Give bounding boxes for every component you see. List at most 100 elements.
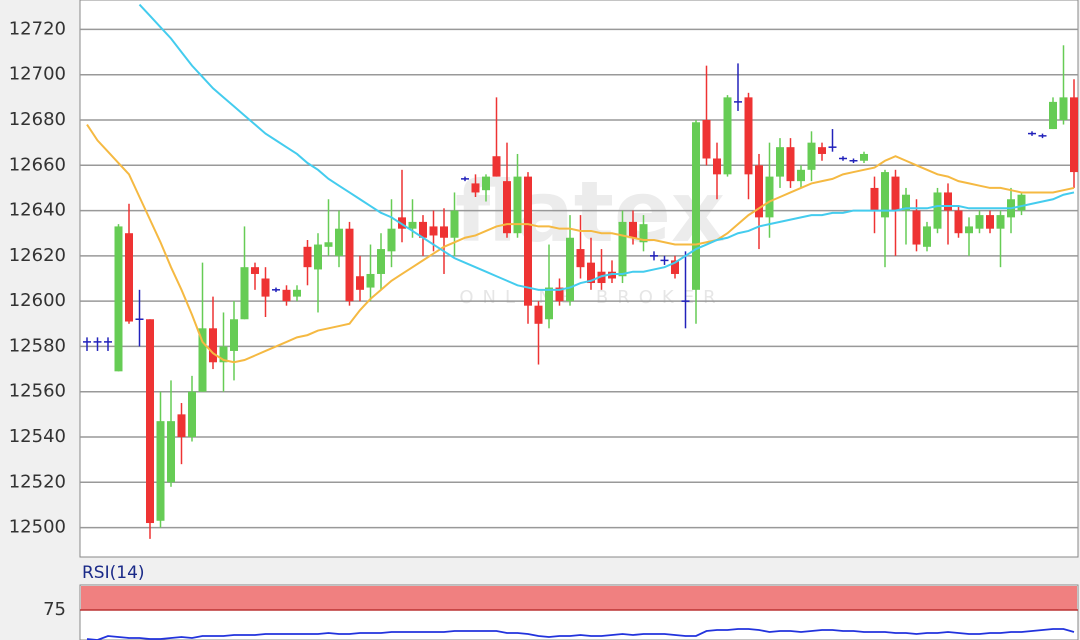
candle-body	[209, 328, 217, 363]
y-tick-label: 12520	[9, 471, 66, 492]
candle-body	[240, 267, 249, 320]
watermark-brand: flatex	[455, 163, 725, 261]
candle-body	[482, 176, 490, 191]
y-tick-label: 12720	[9, 18, 66, 39]
candle-body	[198, 328, 207, 392]
candle-body	[471, 183, 480, 193]
candle-body	[860, 153, 868, 161]
y-tick-label: 12580	[9, 335, 66, 356]
candle-body	[692, 122, 700, 290]
candle-body	[965, 226, 973, 234]
y-tick-label: 12540	[9, 426, 66, 447]
y-tick-label: 12660	[9, 154, 66, 175]
candle-body	[755, 165, 763, 218]
candle-body	[314, 244, 322, 270]
y-tick-label: 12500	[9, 517, 66, 538]
candle-body	[807, 142, 816, 170]
candle-body	[797, 169, 805, 182]
candle-body	[818, 147, 826, 154]
y-tick-label: 12680	[9, 109, 66, 130]
candle-body	[230, 319, 238, 351]
candle-body	[335, 228, 343, 256]
candle-body	[356, 276, 364, 290]
candle-body	[671, 260, 679, 274]
candle-body	[702, 120, 711, 159]
candle-body	[587, 262, 595, 284]
candle-body	[293, 289, 301, 297]
candle-body	[912, 210, 921, 245]
y-tick-label: 12620	[9, 245, 66, 266]
overbought-band	[81, 586, 1077, 610]
candle-body	[933, 192, 942, 229]
candle-body	[345, 228, 354, 302]
candle-body	[261, 278, 270, 297]
y-tick-label: 12640	[9, 200, 66, 221]
candle-body	[387, 228, 396, 252]
rsi-line	[86, 628, 1075, 640]
candle-body	[597, 271, 606, 284]
candle-body	[503, 181, 511, 234]
candle-body	[618, 221, 627, 277]
candle-body	[986, 215, 994, 229]
y-tick-label: 12560	[9, 381, 66, 402]
candle-body	[576, 249, 585, 268]
candle-body	[629, 221, 637, 238]
moving-average-line	[138, 3, 1075, 291]
candle-body	[902, 194, 910, 211]
candle-body	[303, 246, 312, 268]
candle-body	[713, 158, 721, 175]
candle-body	[870, 187, 879, 211]
candle-body	[440, 226, 448, 238]
candle-body	[765, 176, 774, 218]
rsi-title: RSI(14)	[82, 563, 145, 583]
candle-body	[555, 287, 564, 302]
candle-body	[408, 221, 417, 229]
candle-body	[251, 267, 259, 274]
candle-body	[450, 210, 459, 238]
candle-body	[219, 346, 228, 363]
candle-body	[1049, 101, 1057, 130]
candle-body	[419, 221, 427, 238]
moving-average-line	[86, 123, 1075, 364]
candle-body	[125, 233, 133, 322]
candle-body	[1017, 194, 1026, 211]
candle-body	[429, 226, 438, 236]
candle-body	[1070, 97, 1078, 173]
candle-body	[639, 224, 648, 243]
candle-body	[156, 421, 165, 521]
candle-body	[492, 156, 501, 177]
candle-body	[881, 172, 889, 218]
candle-body	[524, 176, 532, 306]
candle-body	[366, 273, 375, 288]
candle-body	[534, 305, 543, 324]
y-tick-label: 12700	[9, 64, 66, 85]
candle-body	[776, 147, 784, 177]
candle-body	[188, 391, 196, 437]
candle-body	[786, 147, 795, 182]
y-tick-label: 12600	[9, 290, 66, 311]
candle-body	[146, 319, 154, 524]
candle-body	[282, 289, 291, 302]
candle-body	[954, 210, 963, 234]
candle-body	[723, 97, 732, 175]
candle-body	[566, 237, 574, 302]
candle-body	[923, 226, 931, 247]
candle-body	[545, 287, 553, 320]
candle-body	[377, 249, 385, 274]
candle-body	[944, 192, 952, 211]
candle-body	[167, 421, 175, 483]
candle-body	[324, 242, 333, 247]
y-tick-label: 75	[43, 599, 66, 620]
candle-body	[975, 215, 984, 229]
candle-body	[608, 271, 616, 279]
candle-body	[177, 414, 186, 437]
candle-body	[513, 176, 522, 234]
candle-body	[744, 97, 753, 175]
candle-body	[891, 176, 900, 211]
candle-body	[1059, 97, 1068, 121]
watermark-tagline: ONLINE BROKER	[459, 287, 724, 308]
plot-area	[79, 0, 1079, 558]
candle-body	[114, 226, 123, 372]
